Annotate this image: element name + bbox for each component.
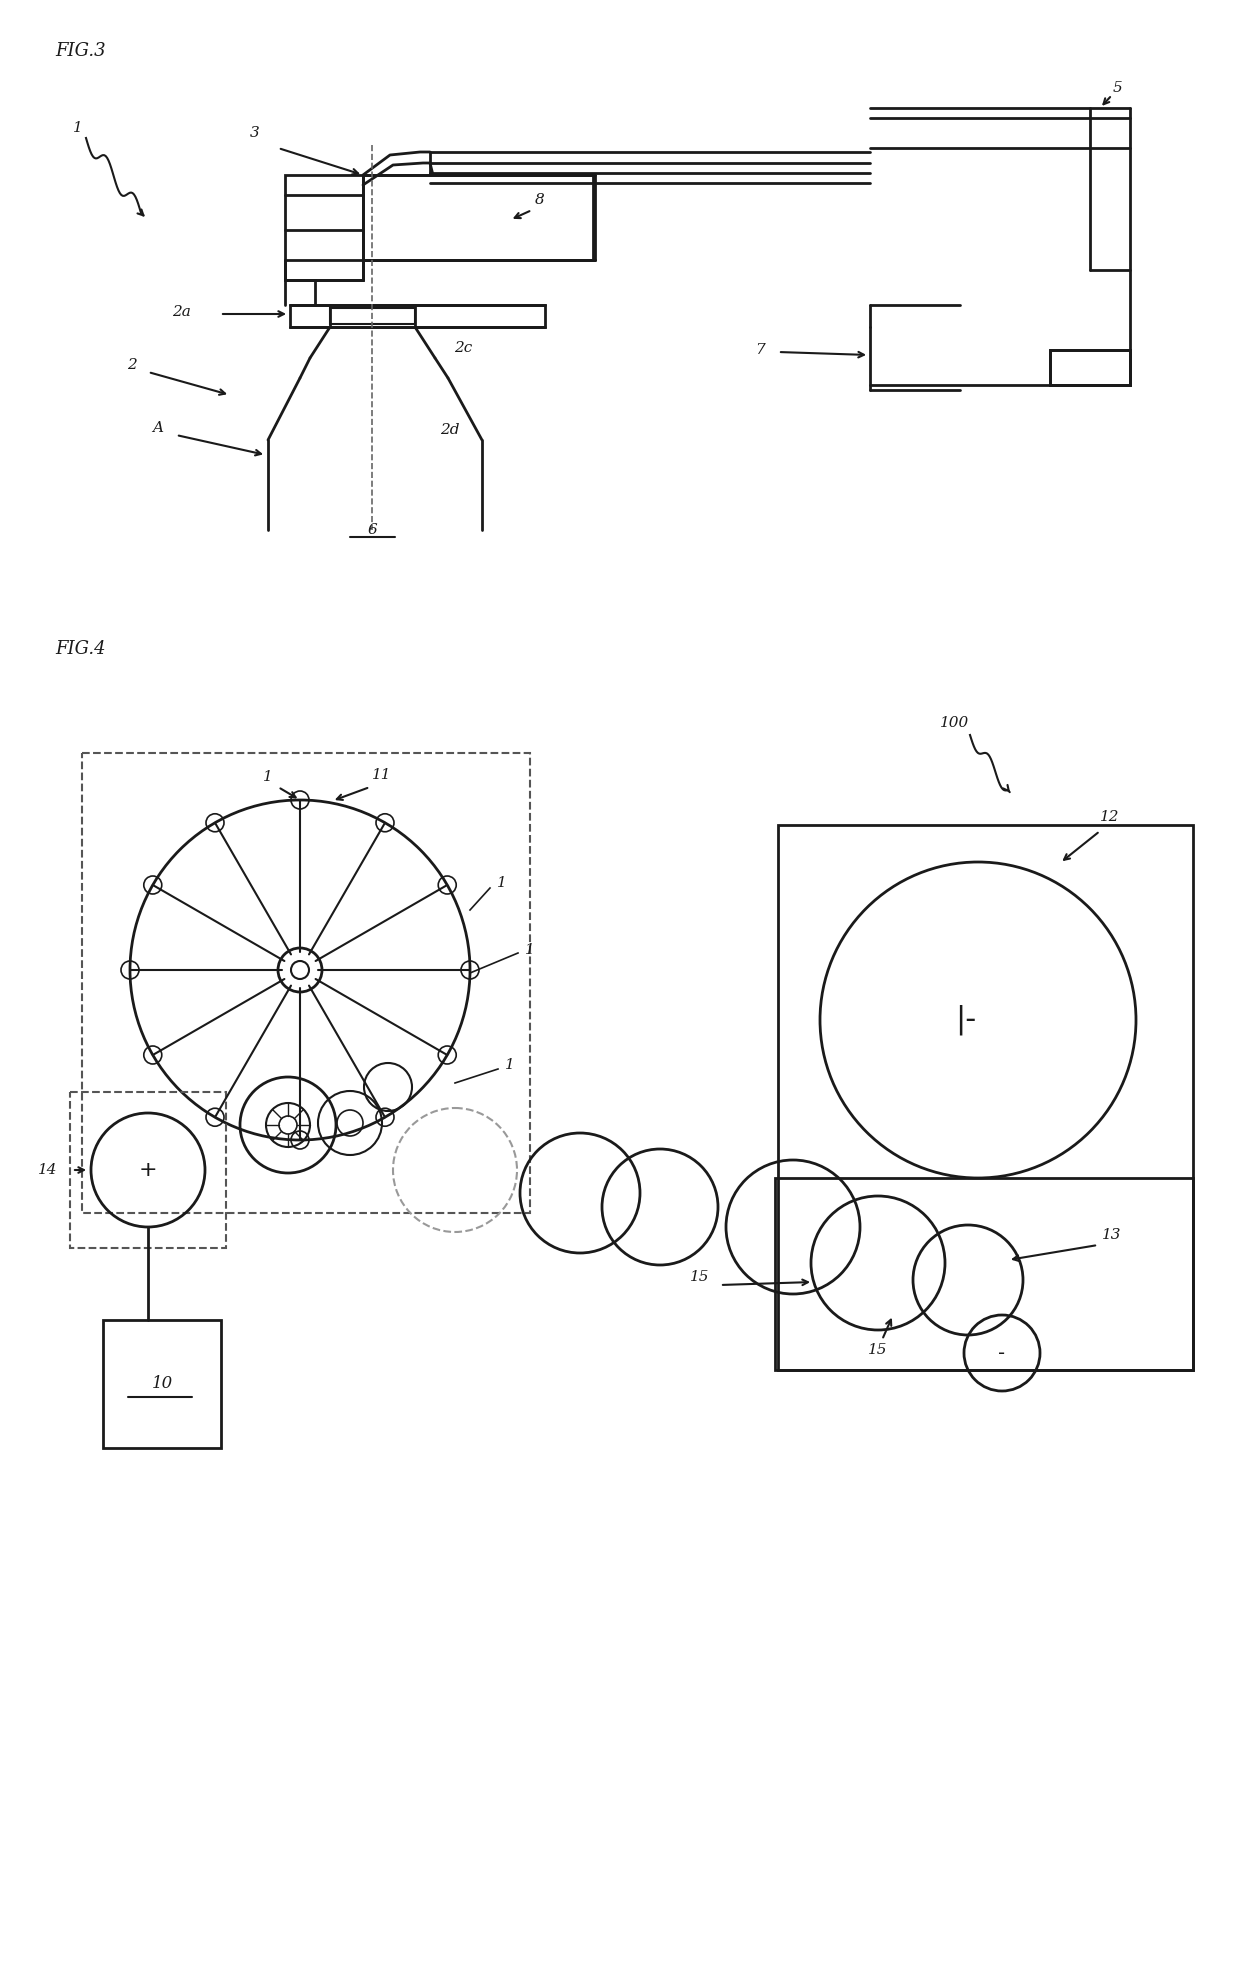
Text: -: - [998,1344,1006,1362]
Bar [82,753,529,1212]
Text: 15: 15 [691,1269,709,1283]
Text: |-: |- [955,1005,977,1035]
Text: 3: 3 [250,126,260,140]
Text: 10: 10 [151,1376,172,1392]
Bar [285,175,363,280]
Bar [775,1179,1193,1370]
Text: 11: 11 [372,769,392,782]
Text: 5: 5 [1114,81,1123,95]
Bar [363,175,593,260]
Text: 1: 1 [505,1058,515,1072]
Text: FIG.3: FIG.3 [55,41,105,59]
Text: 1: 1 [525,942,534,958]
Text: 13: 13 [1102,1228,1122,1242]
Text: 1: 1 [263,771,273,784]
Bar [330,307,415,323]
Text: 2a: 2a [172,306,191,319]
Text: 8: 8 [536,193,544,207]
Text: 15: 15 [868,1342,888,1356]
Text: 6: 6 [367,522,377,536]
Text: A: A [153,422,164,436]
Text: 1: 1 [73,120,83,134]
Text: 2: 2 [128,359,136,373]
Text: FIG.4: FIG.4 [55,641,105,658]
Bar [777,826,1193,1370]
Bar [290,306,546,327]
Text: +: + [139,1161,157,1181]
Bar [1050,351,1130,384]
Bar [69,1092,226,1248]
Bar [103,1321,221,1449]
Bar [1050,351,1130,384]
Text: 1: 1 [497,875,507,891]
Text: 2c: 2c [454,341,472,355]
Text: 7: 7 [755,343,765,357]
Text: 2d: 2d [440,424,460,438]
Text: 14: 14 [38,1163,58,1177]
Text: 12: 12 [1100,810,1120,824]
Text: 100: 100 [940,715,970,729]
